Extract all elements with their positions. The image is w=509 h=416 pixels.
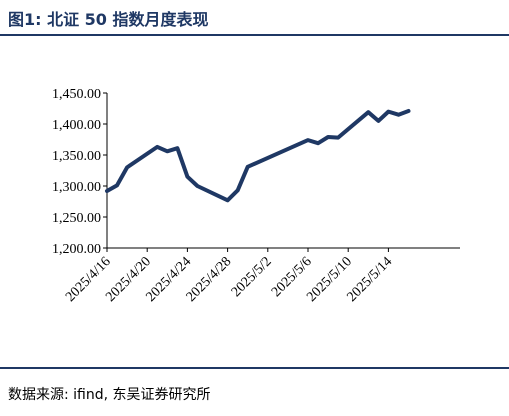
data-point xyxy=(326,135,330,139)
x-tick-label: 2025/5/2 xyxy=(229,254,275,300)
figure-title: 图1: 北证 50 指数月度表现 xyxy=(8,10,209,29)
y-axis: 1,200.00 1,250.00 1,300.00 1,350.00 1,400.00… xyxy=(52,87,108,257)
data-point xyxy=(226,198,230,202)
data-point xyxy=(386,110,390,114)
bottom-rule xyxy=(0,367,509,369)
data-point xyxy=(175,146,179,150)
data-point xyxy=(246,165,250,169)
y-tick-label: 1,200.00 xyxy=(52,242,101,257)
data-point xyxy=(105,189,109,193)
data-point xyxy=(236,188,240,192)
y-tick-label: 1,400.00 xyxy=(52,118,101,133)
data-point xyxy=(185,175,189,179)
data-point xyxy=(397,113,400,117)
y-tick-label: 1,450.00 xyxy=(52,87,101,102)
data-point xyxy=(195,184,199,188)
line-chart: 1,200.00 1,250.00 1,300.00 1,350.00 1,400.00… xyxy=(52,87,460,305)
x-tick-label: 2025/5/14 xyxy=(344,254,395,305)
y-tick-label: 1,300.00 xyxy=(52,180,101,195)
y-tick-label: 1,350.00 xyxy=(52,149,101,164)
data-point xyxy=(366,110,370,114)
data-point xyxy=(316,141,320,145)
x-tick-label: 2025/4/28 xyxy=(184,254,235,305)
data-point xyxy=(115,183,119,187)
plot-area xyxy=(105,109,411,203)
x-axis: 2025/4/162025/4/202025/4/242025/4/282025… xyxy=(63,247,460,305)
y-tick-label: 1,250.00 xyxy=(52,211,101,226)
source-note: 数据来源: ifind, 东吴证券研究所 xyxy=(8,387,211,403)
data-point xyxy=(306,138,310,142)
data-point xyxy=(407,109,410,113)
data-point xyxy=(165,149,169,153)
top-rule xyxy=(0,34,509,36)
data-point xyxy=(336,136,340,140)
series-line xyxy=(105,109,411,203)
data-point xyxy=(125,165,129,169)
data-point xyxy=(155,145,159,149)
data-point xyxy=(376,119,380,123)
